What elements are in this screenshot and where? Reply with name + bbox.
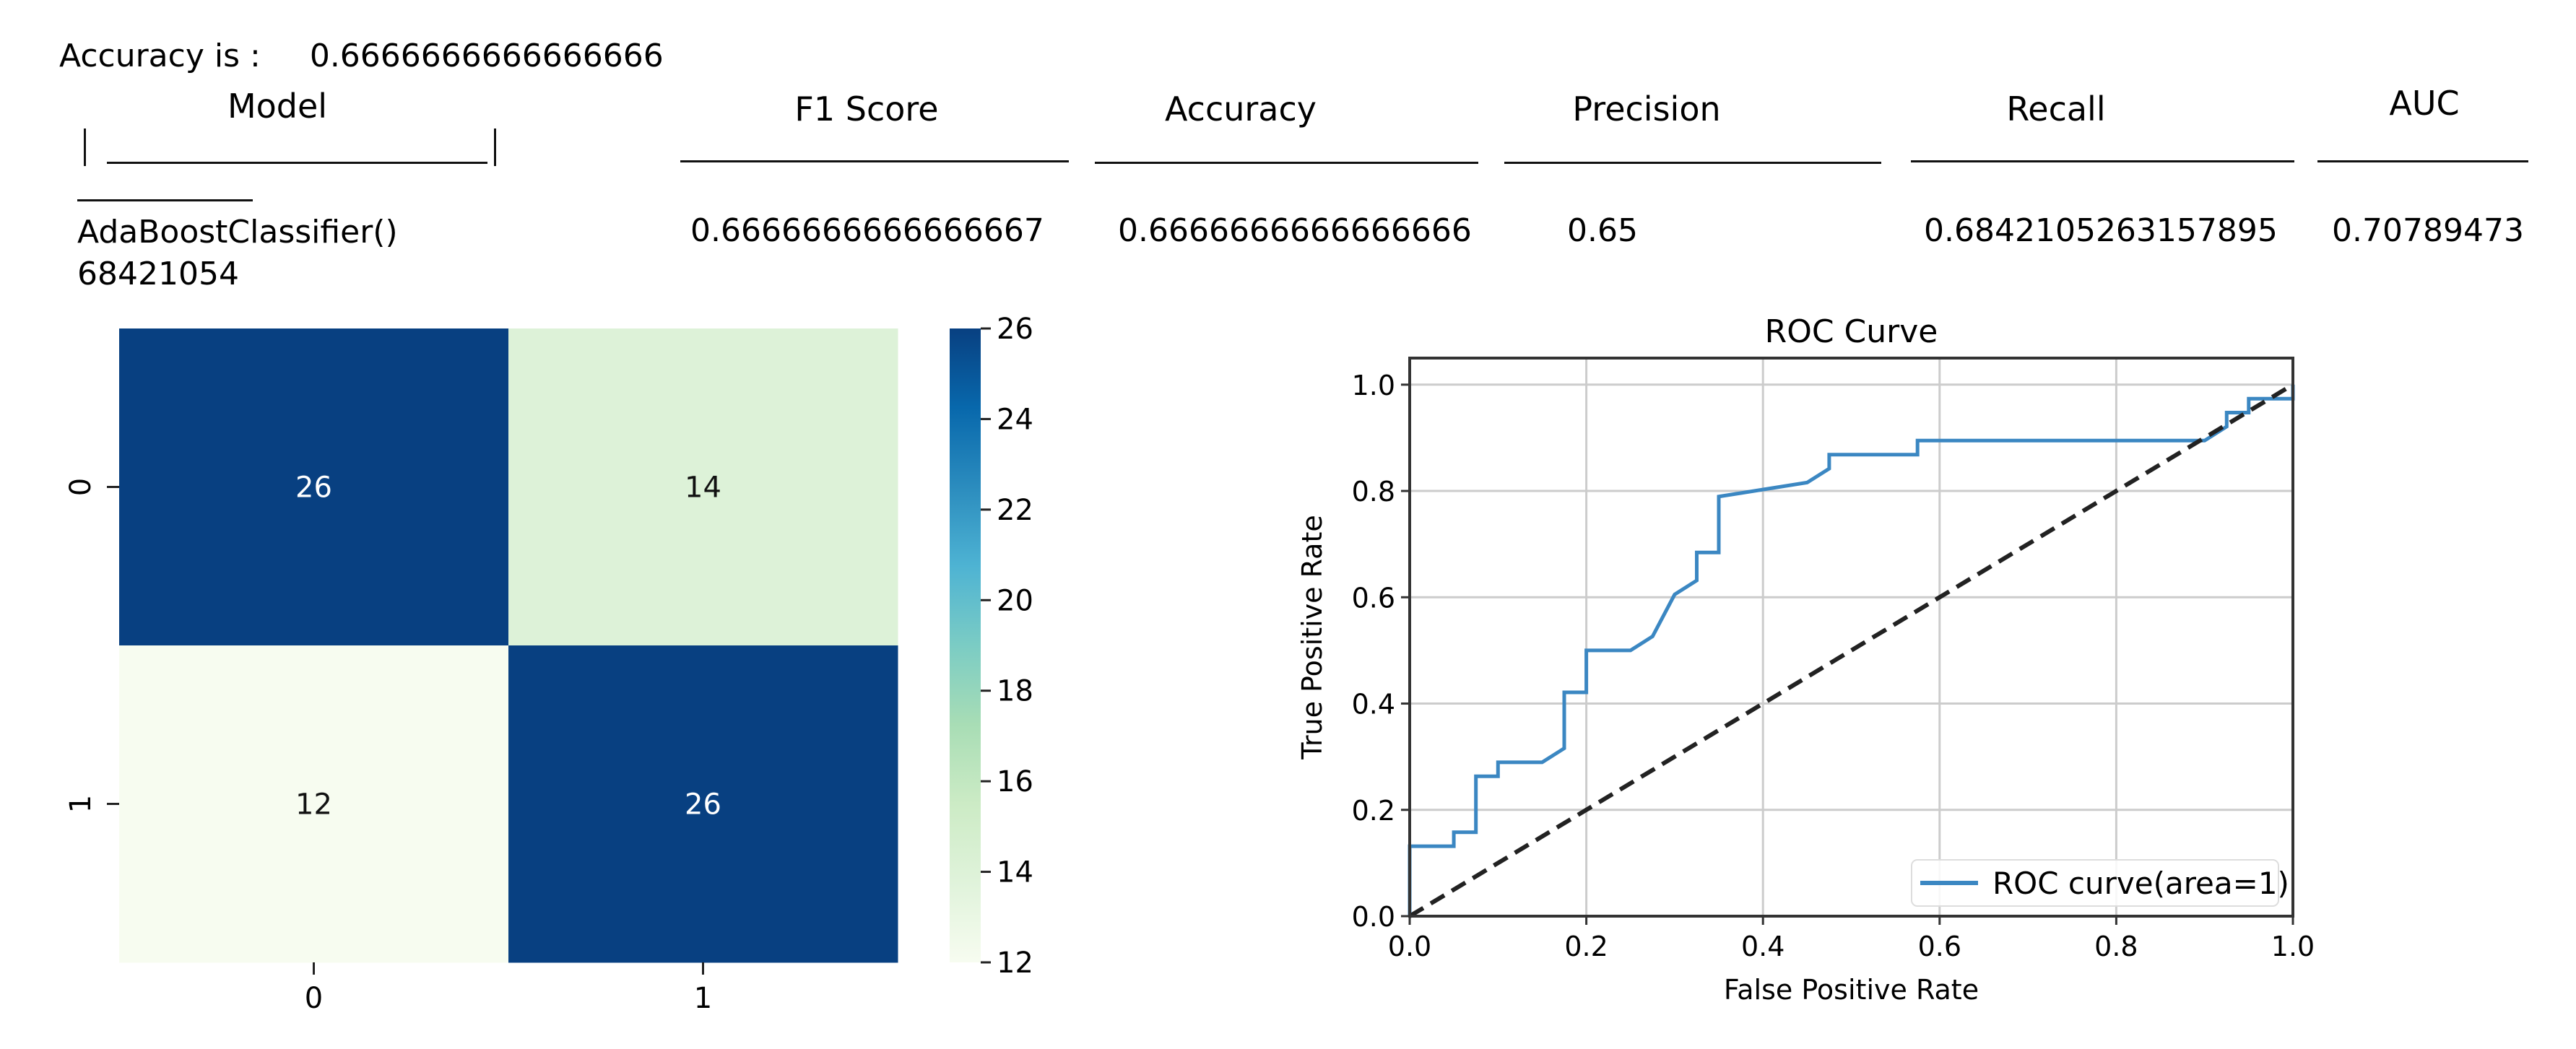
heatmap-x-tick-label-0: 0: [305, 982, 323, 1015]
heatmap-x-tick-label-1: 1: [694, 982, 712, 1015]
heatmap-y-tick-label-0: 0: [64, 478, 97, 496]
colorbar-tick-label-20: 20: [997, 584, 1033, 617]
accuracy-summary-label: Accuracy is :: [59, 38, 261, 74]
cell-model: AdaBoostClassifier(): [77, 214, 398, 251]
roc-x-tick-label-0.8: 0.8: [2094, 931, 2138, 962]
colorbar-tick-label-22: 22: [997, 494, 1033, 527]
colorbar-tick-label-26: 26: [997, 313, 1033, 346]
cell-precision: 0.65: [1567, 212, 1638, 249]
header-rule-auc: [2317, 160, 2528, 162]
heatmap-annotation-0-0: 26: [295, 471, 332, 505]
heatmap-annotation-0-1: 14: [685, 471, 721, 505]
roc-y-tick-label-1.0: 1.0: [1352, 370, 1395, 401]
heatmap-cell-1-0: [119, 645, 509, 963]
colorbar-tick-label-14: 14: [997, 856, 1033, 889]
chance-diagonal-line: [1408, 383, 2294, 918]
roc-x-tick-label-0.4: 0.4: [1741, 931, 1784, 962]
legend-box: [1911, 859, 2279, 907]
column-header-auc: AUC: [2389, 84, 2460, 123]
heatmap-annotation-1-0: 12: [295, 788, 332, 822]
table-pipe-right: [494, 129, 496, 166]
accuracy-summary: Accuracy is : 0.6666666666666666: [59, 40, 664, 72]
confusion-matrix-heatmap: 26 14 12 26 0 1 0 1 12 14 16 18 20 22 24 26: [64, 313, 1033, 1015]
roc-y-tick-label-0.6: 0.6: [1352, 582, 1395, 614]
legend-label-roc: ROC curve(area=1): [1992, 866, 2289, 901]
roc-axes-frame: [1408, 357, 2294, 918]
roc-x-tick-label-0.0: 0.0: [1388, 931, 1431, 962]
column-header-f1-score: F1 Score: [794, 90, 939, 129]
colorbar-tick-label-16: 16: [997, 765, 1033, 798]
heatmap-y-tick-label-1: 1: [64, 795, 97, 813]
column-header-precision: Precision: [1572, 90, 1721, 129]
heatmap-cell-0-1: [508, 328, 898, 646]
column-header-recall: Recall: [2006, 90, 2106, 129]
roc-chart-title: ROC Curve: [1765, 313, 1938, 350]
colorbar: [950, 328, 981, 962]
column-header-model: Model: [227, 87, 328, 126]
roc-y-tick-label-0.2: 0.2: [1352, 795, 1395, 827]
row-separator-rule: [77, 199, 253, 201]
heatmap-cell-0-0: [119, 328, 509, 646]
table-pipe-left: [84, 129, 86, 166]
cell-auc: 0.70789473: [2332, 212, 2524, 249]
roc-x-tick-label-0.6: 0.6: [1918, 931, 1961, 962]
colorbar-tick-label-12: 12: [997, 946, 1033, 980]
roc-y-tick-label-0.8: 0.8: [1352, 476, 1395, 508]
header-rule-model: [107, 162, 487, 164]
cell-auc-overflow: 68421054: [77, 256, 239, 292]
heatmap-annotation-1-1: 26: [685, 788, 721, 822]
column-header-accuracy: Accuracy: [1164, 90, 1317, 129]
header-rule-precision: [1504, 162, 1881, 164]
accuracy-summary-value: 0.6666666666666666: [309, 38, 664, 74]
roc-y-axis-label: True Positive Rate: [1296, 515, 1328, 760]
cell-recall: 0.6842105263157895: [1924, 212, 2278, 249]
roc-legend: ROC curve(area=1): [1911, 859, 2289, 907]
colorbar-tick-label-24: 24: [997, 403, 1033, 436]
header-rule-f1-score: [680, 160, 1069, 162]
roc-x-tick-label-0.2: 0.2: [1564, 931, 1608, 962]
roc-y-tick-label-0.0: 0.0: [1352, 901, 1395, 933]
header-rule-recall: [1911, 160, 2294, 162]
roc-x-tick-label-1.0: 1.0: [2271, 931, 2315, 962]
roc-y-tick-label-0.4: 0.4: [1352, 689, 1395, 721]
roc-curve-chart: ROC Curve 0.0 0.2 0.4 0.6 0.8 1.0 0.0 0.2 0.4 0.6…: [1296, 313, 2315, 1006]
header-rule-accuracy: [1095, 162, 1478, 164]
cell-f1-score: 0.6666666666666667: [690, 212, 1044, 249]
cell-accuracy: 0.6666666666666666: [1118, 212, 1472, 249]
roc-x-axis-label: False Positive Rate: [1724, 974, 1979, 1006]
heatmap-cell-1-1: [508, 645, 898, 963]
colorbar-tick-label-18: 18: [997, 675, 1033, 708]
